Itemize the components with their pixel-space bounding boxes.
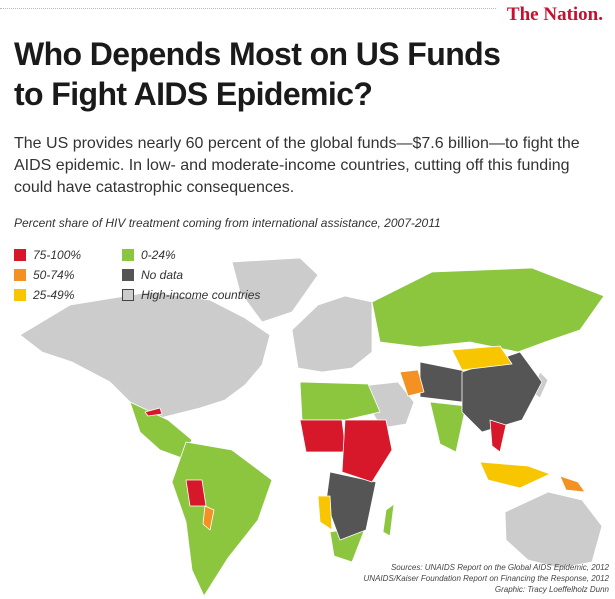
- region: [299, 419, 347, 453]
- sources: Sources: UNAIDS Report on the Global AID…: [364, 562, 609, 595]
- legend-swatch: [122, 289, 134, 301]
- region: [231, 257, 319, 323]
- title: Who Depends Most on US Funds to Fight AI…: [14, 34, 501, 114]
- region: [559, 475, 586, 493]
- region: [317, 495, 333, 531]
- legend-label: 50-74%: [33, 268, 75, 282]
- legend-label: 25-49%: [33, 288, 75, 302]
- legend-swatch: [14, 289, 26, 301]
- region: [19, 291, 271, 419]
- region: [185, 479, 207, 507]
- region: [144, 407, 163, 417]
- intro: The US provides nearly 60 percent of the…: [14, 135, 580, 196]
- region: [489, 419, 507, 453]
- legend-item: 25-49%: [14, 288, 74, 302]
- legend-label: 75-100%: [33, 248, 82, 262]
- source-line: UNAIDS/Kaiser Foundation Report on Finan…: [363, 574, 609, 583]
- region: [202, 505, 215, 531]
- legend-item: 75-100%: [14, 248, 81, 262]
- brand: The Nation.: [506, 4, 603, 25]
- region: [479, 461, 551, 489]
- map-caption: Percent share of HIV treatment coming fr…: [14, 216, 441, 230]
- title-line: to Fight AIDS Epidemic?: [14, 76, 373, 112]
- legend-label: High-income countries: [141, 288, 261, 302]
- legend-item: 0-24%: [122, 248, 176, 262]
- region: [451, 345, 513, 371]
- region: [171, 441, 273, 597]
- region: [325, 471, 377, 541]
- region: [461, 351, 543, 433]
- legend-swatch: [14, 269, 26, 281]
- region: [299, 381, 381, 421]
- legend-label: 0-24%: [141, 248, 176, 262]
- region: [399, 369, 425, 397]
- legend-swatch: [122, 269, 134, 281]
- region: [504, 491, 603, 569]
- source-line: Graphic: Tracy Loeffelholz Dunn: [494, 585, 609, 594]
- region: [371, 267, 605, 353]
- region: [291, 295, 373, 373]
- legend-label: No data: [141, 268, 184, 282]
- legend-item: No data: [122, 268, 183, 282]
- title-line: Who Depends Most on US Funds: [14, 36, 501, 72]
- region: [382, 503, 395, 537]
- legend-swatch: [122, 249, 134, 261]
- region: [341, 419, 393, 483]
- legend-item: High-income countries: [122, 288, 260, 302]
- top-rule: [0, 8, 496, 9]
- legend-swatch: [14, 249, 26, 261]
- legend-item: 50-74%: [14, 268, 74, 282]
- source-line: Sources: UNAIDS Report on the Global AID…: [390, 563, 609, 572]
- world-map: [19, 257, 605, 597]
- region: [429, 401, 467, 453]
